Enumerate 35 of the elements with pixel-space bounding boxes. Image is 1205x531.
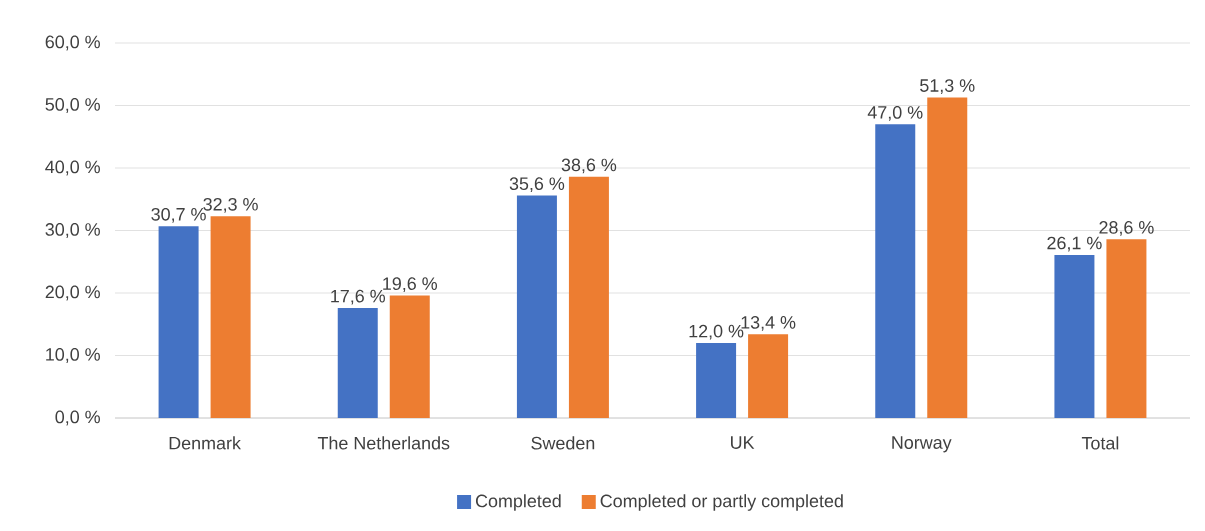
legend-label: Completed [475,494,561,511]
y-tick-label: 30,0 % [45,223,100,238]
y-tick-label: 20,0 % [45,285,100,301]
bar [1106,239,1147,418]
bar [568,176,609,418]
y-tick-label: 40,0 % [45,160,100,176]
bar [696,343,737,418]
x-tick-label: Total [1081,436,1119,450]
x-tick-label: UK [731,436,755,449]
x-tick-label: Denmark [169,436,241,450]
data-label: 47,0 % [867,106,923,121]
data-label: 51,3 % [920,79,975,94]
data-label: 35,6 % [509,177,565,193]
data-label: 19,6 % [383,277,438,293]
y-tick-label: 0,0 % [55,410,100,426]
legend-label: Completed or partly completed [600,494,843,511]
bar [158,226,199,418]
bar [210,216,251,418]
data-label: 38,6 % [561,158,617,174]
bar [1054,254,1095,418]
y-tick-label: 50,0 % [45,98,100,113]
bar [875,124,916,418]
data-label: 17,6 % [331,289,386,305]
data-label: 28,6 % [1099,221,1154,236]
x-tick-label: The Netherlands [317,436,450,450]
x-tick-label: Sweden [531,436,595,450]
bar [927,97,968,418]
bar [337,308,378,418]
bar [389,295,430,418]
y-tick-label: 10,0 % [46,348,100,363]
bar [748,334,789,418]
data-label: 26,1 % [1047,236,1102,252]
x-tick-label: Norway [892,436,952,453]
bar [516,195,557,418]
y-tick-label: 60,0 % [45,35,100,51]
